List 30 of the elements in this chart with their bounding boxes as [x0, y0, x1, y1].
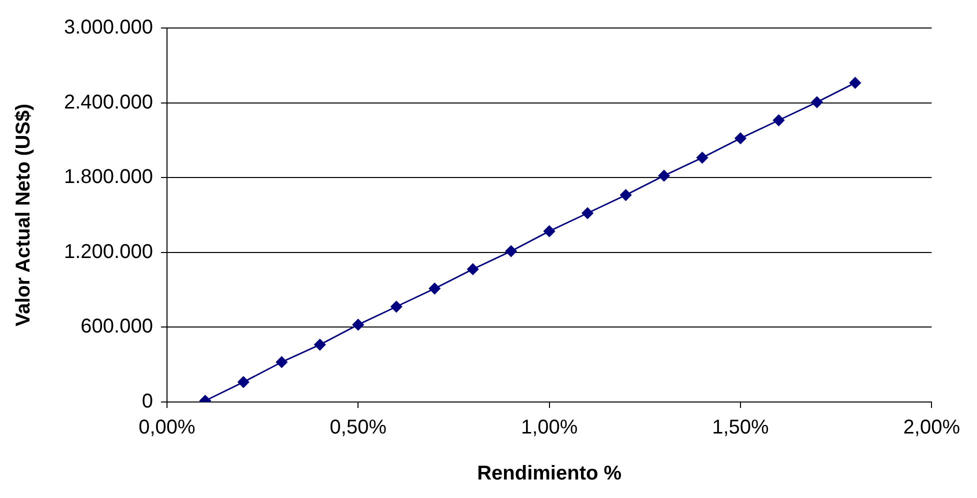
y-tick-label: 3.000.000 — [64, 16, 153, 39]
point — [314, 338, 326, 350]
point — [428, 282, 440, 294]
point — [734, 132, 746, 144]
x-axis-title: Rendimiento % — [477, 462, 622, 485]
x-tick-label: 0,00% — [138, 416, 196, 439]
y-tick-label: 1.200.000 — [64, 240, 153, 263]
point — [811, 96, 823, 108]
point — [505, 245, 517, 257]
point — [696, 152, 708, 164]
point — [658, 170, 670, 182]
y-tick-label: 2.400.000 — [64, 91, 153, 114]
point — [352, 318, 364, 330]
point — [620, 189, 632, 201]
y-axis-title: Valor Actual Neto (US$) — [12, 104, 35, 326]
x-tick-label: 1,50% — [712, 416, 770, 439]
y-tick-label: 0 — [142, 390, 153, 413]
point — [772, 114, 784, 126]
point — [276, 356, 288, 368]
y-tick-label: 600.000 — [80, 316, 153, 338]
point — [467, 263, 479, 275]
point — [582, 207, 594, 219]
x-tick-label: 2,00% — [903, 416, 960, 439]
point — [849, 77, 861, 89]
x-tick-label: 0,50% — [330, 416, 387, 439]
x-tick-label: 1,00% — [520, 416, 578, 439]
point — [544, 225, 556, 237]
y-tick-label: 1.800.000 — [64, 166, 153, 188]
point — [390, 300, 402, 312]
point — [238, 376, 250, 388]
